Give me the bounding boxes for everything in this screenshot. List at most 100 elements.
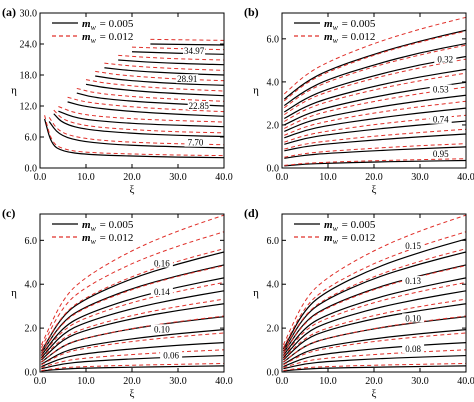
curves bbox=[283, 16, 466, 167]
x-tick-label: 30.0 bbox=[411, 376, 429, 387]
series-solid-curve bbox=[282, 303, 466, 361]
legend-label: mw = 0.005 bbox=[82, 219, 134, 233]
y-tick-label: 2.0 bbox=[267, 120, 280, 131]
series-solid-curve bbox=[53, 113, 224, 138]
y-axis-label: η bbox=[11, 287, 17, 299]
series-dashed-curve bbox=[283, 332, 466, 366]
contour-label-bg bbox=[150, 324, 173, 334]
x-axis-label: ξ bbox=[130, 388, 135, 400]
y-tick-label: 6.0 bbox=[25, 133, 38, 144]
contour-label: 0.10 bbox=[154, 324, 170, 334]
series-dashed-curve bbox=[76, 87, 224, 102]
series-solid-curve bbox=[284, 68, 466, 120]
series-solid-curve bbox=[283, 55, 466, 113]
series-solid-curve bbox=[40, 251, 224, 352]
legend-label: mw = 0.005 bbox=[82, 18, 134, 32]
series-dashed-curve bbox=[284, 44, 466, 109]
panel-d: 0.0 10.0 20.0 30.0 40.0 0.0 2.0 4.0 6.0 ξ η (d) 0.15… bbox=[244, 206, 474, 400]
contour-label-bg bbox=[402, 276, 425, 286]
x-tick-label: 30.0 bbox=[169, 376, 187, 387]
y-tick-label: 12.0 bbox=[20, 102, 38, 113]
x-tick-label: 30.0 bbox=[411, 172, 429, 183]
x-tick-label: 10.0 bbox=[319, 376, 337, 387]
series-dashed-curve bbox=[104, 62, 224, 71]
series-solid-curve bbox=[284, 146, 466, 159]
y-tick-label: 24.0 bbox=[20, 40, 38, 51]
series-solid-curve bbox=[284, 81, 466, 126]
series-dashed-curve bbox=[44, 115, 224, 157]
series-dashed-curve bbox=[67, 96, 224, 113]
series-solid-curve bbox=[118, 59, 224, 66]
contour-label: 0.16 bbox=[154, 258, 170, 268]
y-tick-label: 6.0 bbox=[25, 236, 38, 247]
series-solid-curve bbox=[41, 365, 224, 372]
contour-label: 28.91 bbox=[177, 74, 197, 84]
series-solid-curve bbox=[284, 120, 466, 145]
series-dashed-curve bbox=[283, 16, 466, 95]
x-tick-label: 40.0 bbox=[215, 172, 233, 183]
series-solid-curve bbox=[283, 329, 466, 365]
panel-c: 0.0 10.0 20.0 30.0 40.0 0.0 2.0 4.0 6.0 ξ η (c) 0.16… bbox=[2, 206, 233, 400]
contour-label: 0.95 bbox=[433, 149, 449, 159]
axis-ticks: 0.0 10.0 20.0 30.0 40.0 0.0 2.0 4.0 6.0 bbox=[267, 214, 474, 387]
contour-label-bg bbox=[150, 258, 173, 268]
series-solid-curve bbox=[284, 107, 466, 139]
x-axis-label: ξ bbox=[372, 388, 377, 400]
contour-label: 22.85 bbox=[189, 101, 210, 111]
x-tick-label: 40.0 bbox=[215, 376, 233, 387]
series-dashed-curve bbox=[283, 30, 466, 102]
series-solid-curve bbox=[85, 83, 224, 97]
series-solid-curve bbox=[282, 238, 466, 350]
series-dashed-curve bbox=[40, 214, 224, 345]
series-solid-curve bbox=[58, 110, 224, 128]
series-solid-curve bbox=[283, 42, 466, 107]
series-dashed-curve bbox=[284, 143, 466, 158]
series-dashed-curve bbox=[283, 362, 466, 371]
axis-ticks: 0.0 10.0 20.0 30.0 40.0 0.0 6.0 12.0 18.0 24.0 30.… bbox=[20, 9, 233, 184]
y-tick-label: 6.0 bbox=[267, 236, 280, 247]
series-solid-curve bbox=[104, 67, 224, 76]
contour-label: 0.15 bbox=[405, 241, 421, 251]
contour-label-bg bbox=[429, 84, 452, 94]
series-dashed-curve bbox=[131, 46, 224, 51]
y-axis-label: η bbox=[11, 85, 17, 97]
series-dashed-curve bbox=[150, 38, 224, 41]
contour-label-bg bbox=[402, 344, 425, 354]
y-tick-label: 6.0 bbox=[267, 34, 280, 45]
series-dashed-curve bbox=[40, 265, 224, 354]
x-tick-label: 40.0 bbox=[457, 376, 474, 387]
curves bbox=[44, 38, 224, 159]
x-tick-label: 10.0 bbox=[77, 376, 95, 387]
contour-label: 0.14 bbox=[154, 287, 170, 297]
series-dashed-curve bbox=[85, 79, 224, 92]
series-dashed-curve bbox=[58, 106, 224, 123]
legend-label: mw = 0.012 bbox=[324, 31, 375, 45]
contour-label-bg bbox=[402, 240, 425, 250]
series-dashed-curve bbox=[48, 117, 224, 146]
series-dashed-curve bbox=[283, 298, 466, 360]
panel-label: (b) bbox=[244, 5, 259, 19]
series-solid-curve bbox=[150, 43, 224, 46]
y-tick-label: 0.0 bbox=[267, 164, 280, 175]
series-solid-curve bbox=[282, 290, 466, 359]
y-tick-label: 4.0 bbox=[267, 280, 280, 291]
series-dashed-curve bbox=[41, 362, 224, 371]
contour-label-bg bbox=[429, 149, 452, 159]
legend-label: mw = 0.005 bbox=[324, 18, 376, 32]
contour-label-bg bbox=[184, 137, 207, 147]
series-solid-curve bbox=[40, 303, 224, 361]
legend-label: mw = 0.012 bbox=[82, 31, 133, 45]
y-axis-label: η bbox=[253, 85, 259, 97]
axis-ticks: 0.0 10.0 20.0 30.0 40.0 0.0 2.0 4.0 6.0 bbox=[25, 214, 233, 387]
contour-label-bg bbox=[429, 114, 452, 124]
panel-a: 0.0 10.0 20.0 30.0 40.0 0.0 6.0 12.0 18.0 24.0 30.… bbox=[2, 5, 233, 196]
y-tick-label: 4.0 bbox=[25, 280, 38, 291]
contour-label: 0.08 bbox=[405, 344, 421, 354]
contour-label: 0.53 bbox=[433, 85, 449, 95]
x-tick-label: 10.0 bbox=[77, 172, 95, 183]
series-dashed-curve bbox=[41, 298, 224, 360]
contour-label-bg bbox=[183, 45, 206, 55]
contour-label-bg bbox=[434, 54, 457, 64]
